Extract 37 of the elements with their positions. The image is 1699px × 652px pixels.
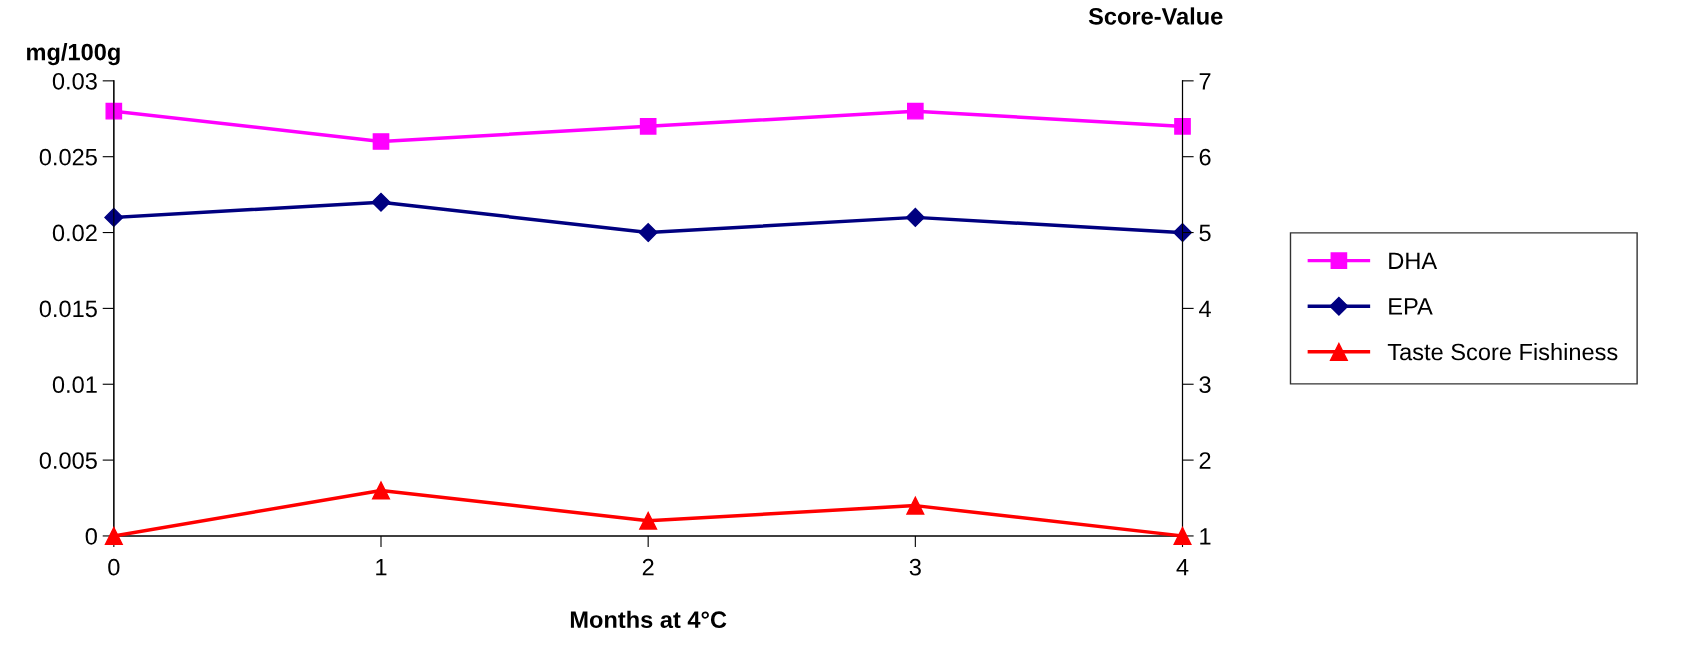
y-tick-label: 0.025 — [39, 148, 97, 166]
legend-label: EPA — [1389, 298, 1433, 315]
point — [638, 223, 658, 243]
y2-tick-label: 1 — [1200, 528, 1211, 545]
x-tick-label: 0 — [108, 558, 120, 576]
point — [372, 133, 390, 150]
point — [371, 192, 391, 212]
y-tick-label: 0.005 — [39, 452, 97, 469]
y-tick-label: 0.01 — [52, 376, 97, 394]
y-axis-title: mg/100g — [27, 43, 120, 66]
point — [1174, 118, 1191, 135]
point — [371, 481, 391, 500]
y-tick-label: 0.02 — [52, 224, 97, 242]
y2-tick-label: 2 — [1199, 452, 1211, 469]
point — [105, 102, 123, 120]
point — [905, 207, 925, 227]
y-tick-label: 0.015 — [39, 300, 97, 318]
y2-tick-label: 6 — [1199, 148, 1211, 166]
x-axis-title: Months at 4°C — [570, 610, 727, 629]
point — [639, 511, 658, 530]
point — [906, 496, 925, 515]
y2-tick-label: 7 — [1199, 73, 1211, 90]
x-tick-label: 1 — [376, 559, 387, 576]
y-tick-label: 0.03 — [52, 72, 97, 90]
y2-tick-label: 4 — [1199, 300, 1211, 317]
point — [639, 118, 657, 135]
legend-label: DHA — [1389, 252, 1438, 269]
y2-tick-label: 3 — [1199, 376, 1211, 394]
y2-axis-title: Score-Value — [1088, 7, 1223, 25]
y-tick-label: 0 — [85, 528, 97, 545]
x-tick-label: 2 — [642, 558, 654, 576]
point — [907, 102, 924, 120]
y2-tick-label: 5 — [1199, 224, 1211, 242]
x-tick-label: 3 — [909, 558, 921, 576]
point — [104, 207, 124, 227]
x-tick-label: 4 — [1176, 559, 1189, 576]
legend-label: Taste Score Fishiness — [1387, 343, 1618, 361]
